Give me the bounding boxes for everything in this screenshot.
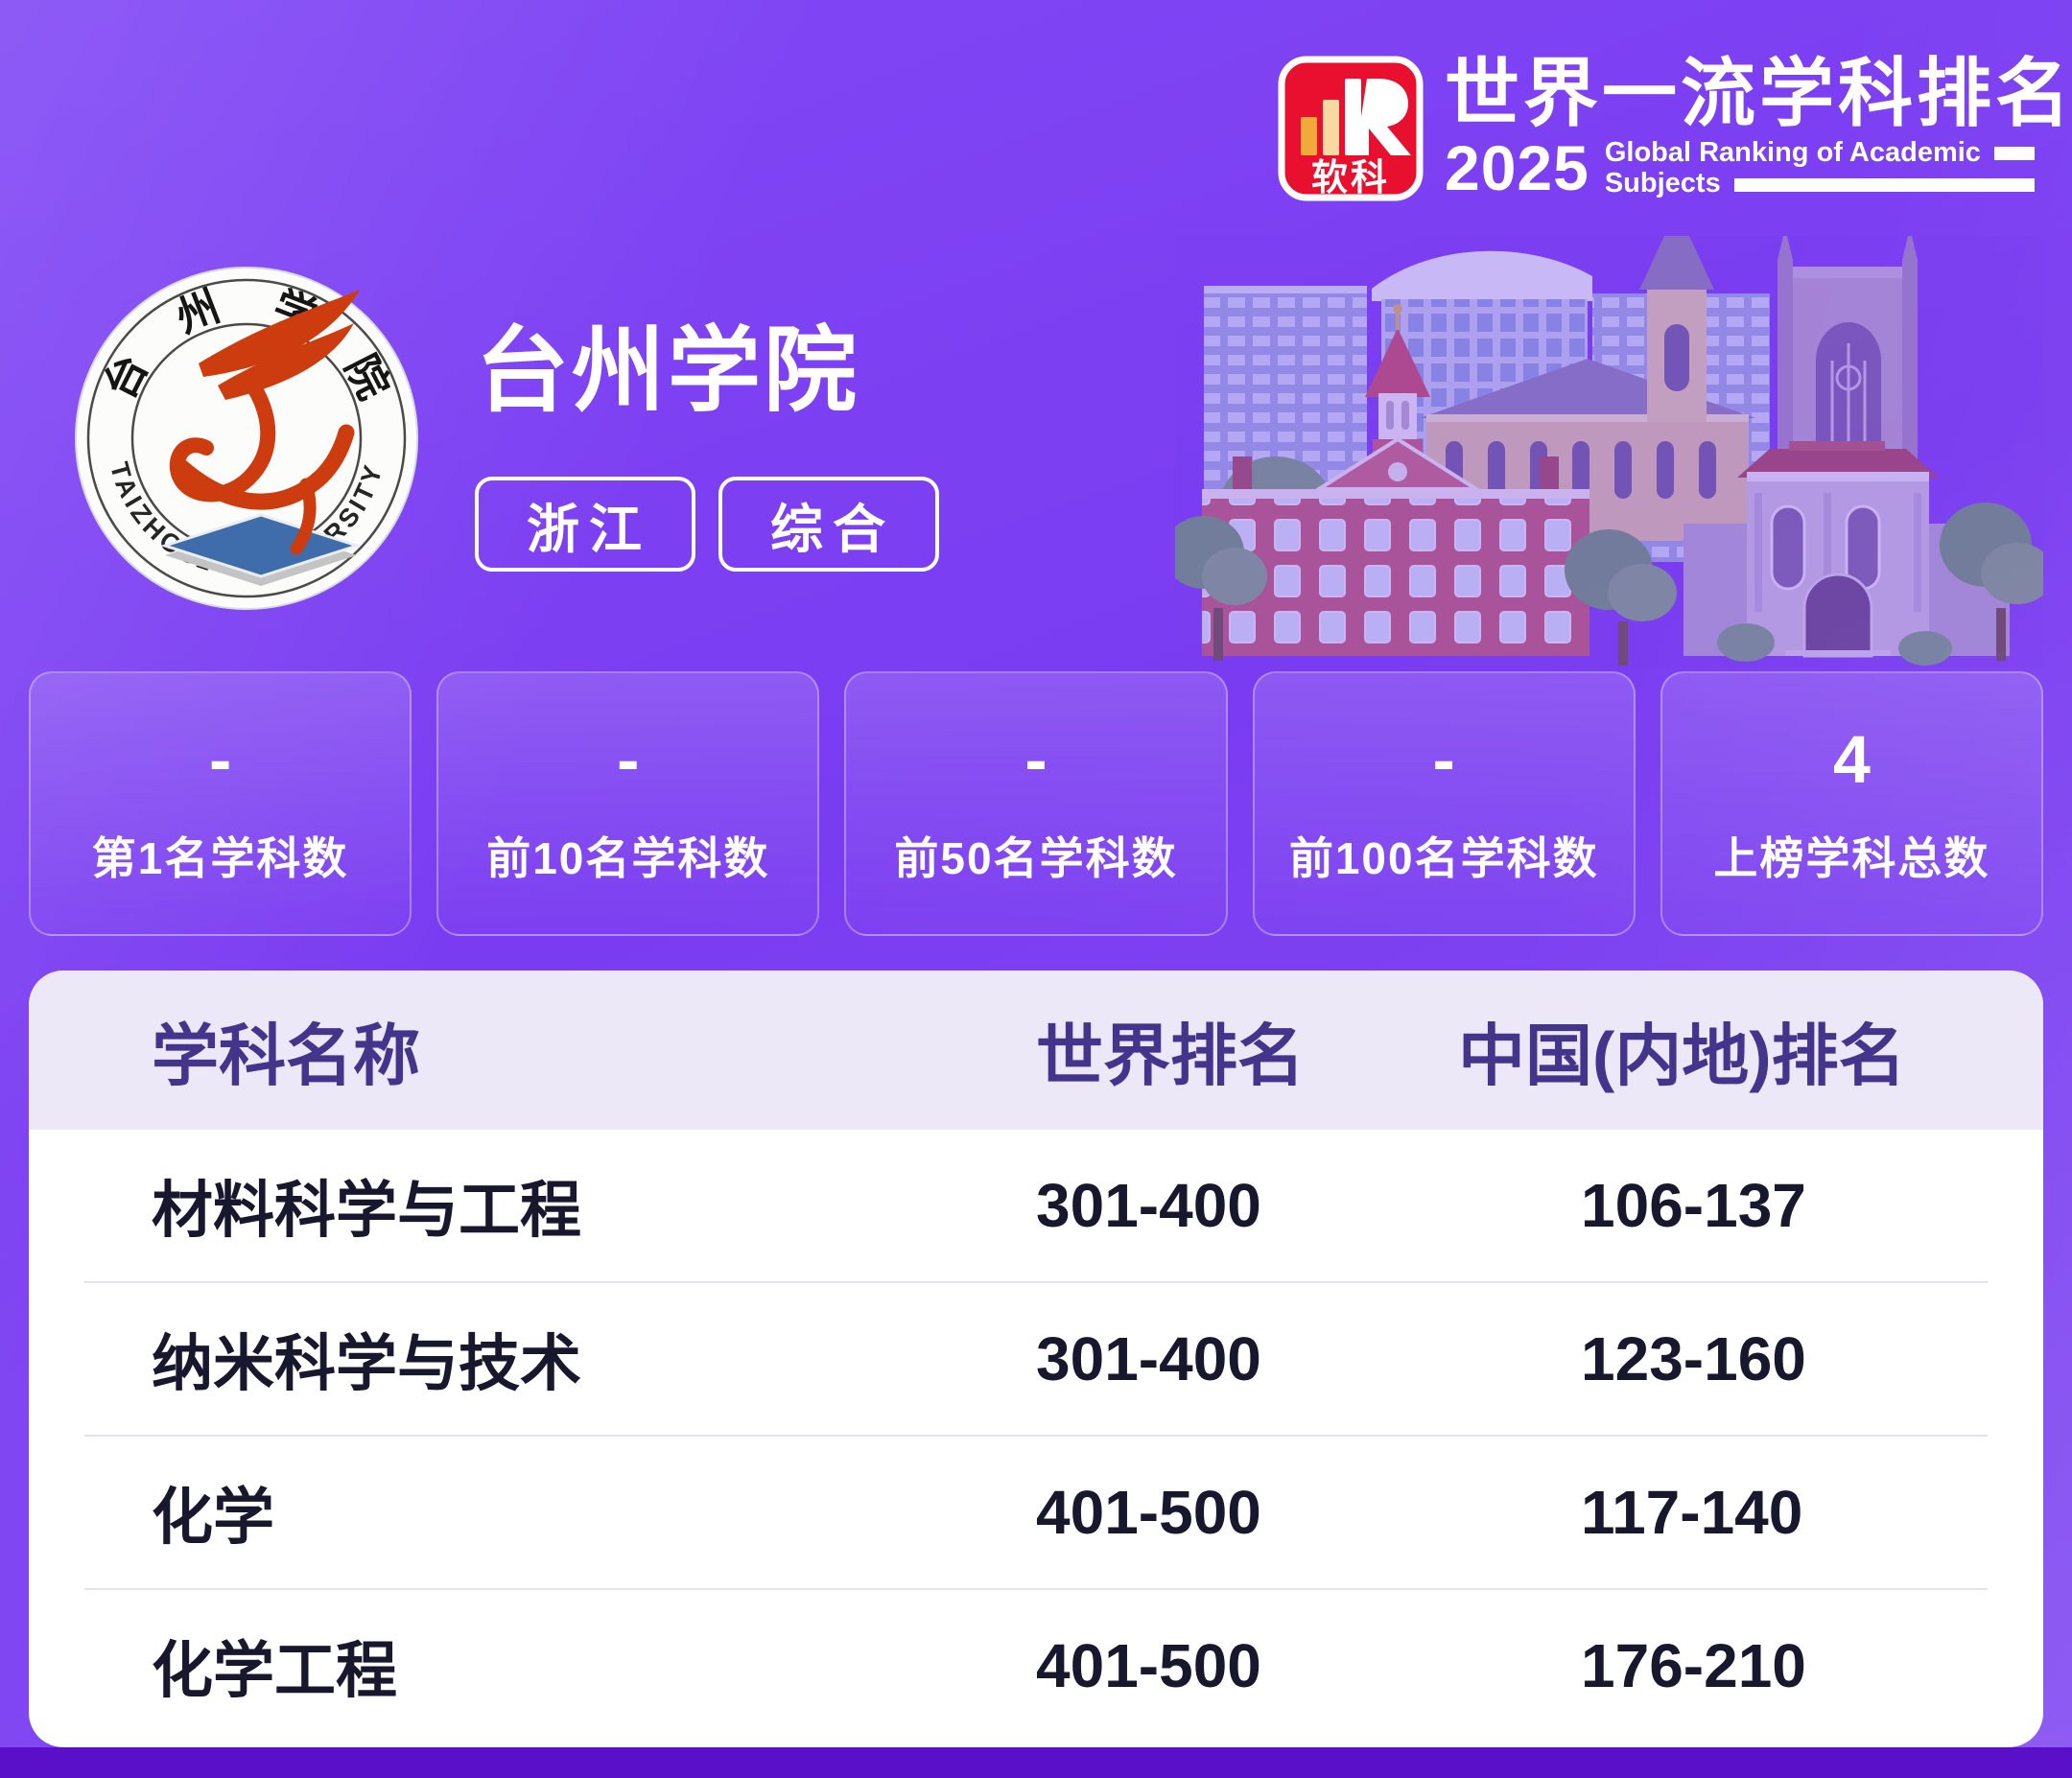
stat-label: 前10名学科数 (486, 833, 770, 883)
university-seal-icon: 台 州 学 院 TAIZHOU 1 9 0 7 UNIVERSITY (73, 265, 420, 612)
ranking-year: 2025 (1445, 132, 1589, 203)
stat-label: 前100名学科数 (1288, 833, 1599, 883)
cell-subject: 材料科学与工程 (152, 1176, 581, 1245)
cell-china-rank: 117-140 (1581, 1478, 1803, 1547)
brand-header: 软科 世界一流学科排名 2025 Global Ranking of Acade… (1278, 56, 2072, 201)
table-row: 化学工程 401-500 176-210 (29, 1590, 2043, 1742)
cell-world-rank: 401-500 (1036, 1478, 1261, 1547)
cell-china-rank: 106-137 (1581, 1171, 1806, 1240)
table-row: 化学 401-500 117-140 (29, 1437, 2043, 1588)
cell-world-rank: 401-500 (1036, 1631, 1261, 1700)
stats-row: - 第1名学科数 - 前10名学科数 - 前50名学科数 - 前100名学科数 … (29, 671, 2044, 936)
cell-subject: 纳米科学与技术 (152, 1329, 581, 1398)
footer-strip (0, 1747, 2072, 1778)
table-row: 材料科学与工程 301-400 106-137 (29, 1130, 2043, 1281)
ranking-subtitle-line2: Subjects (1604, 167, 1721, 199)
stat-card-total: 4 上榜学科总数 (1660, 671, 2044, 936)
cell-china-rank: 123-160 (1581, 1324, 1806, 1393)
stat-value: - (1432, 722, 1455, 797)
tag-province: 浙江 (475, 477, 696, 572)
decor-bar-short (1993, 146, 2035, 160)
stat-card-top10: - 前10名学科数 (436, 671, 820, 936)
table-row: 纳米科学与技术 301-400 123-160 (29, 1283, 2043, 1435)
col-header-world-rank: 世界排名 (1036, 1018, 1305, 1093)
tag-type: 综合 (718, 477, 940, 572)
stat-value: - (617, 722, 640, 797)
decor-bar-long (1733, 178, 2035, 193)
row-divider (84, 1435, 1988, 1437)
stat-value: - (208, 722, 232, 797)
stat-label: 前50名学科数 (894, 833, 1178, 883)
subjects-table: 学科名称 世界排名 中国(内地)排名 材料科学与工程 301-400 106-1… (29, 971, 2043, 1747)
stat-card-rank1: - 第1名学科数 (29, 671, 412, 936)
stat-label: 第1名学科数 (91, 833, 349, 883)
row-divider (84, 1588, 1988, 1590)
cell-subject: 化学 (152, 1483, 274, 1552)
brand-logo-text: 软科 (1311, 158, 1390, 199)
campus-illustration (1164, 209, 2054, 667)
university-name: 台州学院 (476, 318, 859, 423)
cell-world-rank: 301-400 (1036, 1324, 1261, 1393)
stat-card-top50: - 前50名学科数 (844, 671, 1228, 936)
seal-emblem (160, 290, 362, 586)
col-header-subject: 学科名称 (152, 1018, 420, 1093)
stat-value: - (1024, 722, 1048, 797)
ranking-title: 世界一流学科排名 (1445, 51, 2072, 135)
row-divider (84, 1281, 1988, 1283)
stat-card-top100: - 前100名学科数 (1252, 671, 1636, 936)
stat-value: 4 (1832, 722, 1871, 797)
ranking-subtitle-line1: Global Ranking of Academic (1604, 137, 1981, 168)
stat-label: 上榜学科总数 (1713, 833, 1990, 883)
cell-china-rank: 176-210 (1581, 1631, 1806, 1700)
table-header-row: 学科名称 世界排名 中国(内地)排名 (29, 971, 2043, 1130)
brand-wordmark: 世界一流学科排名 2025 Global Ranking of Academic… (1445, 56, 2072, 201)
shanghairanking-logo-icon: 软科 (1278, 56, 1424, 201)
university-tags: 浙江 综合 (475, 477, 940, 572)
col-header-china-rank: 中国(内地)排名 (1458, 1018, 1906, 1093)
cell-subject: 化学工程 (152, 1636, 397, 1705)
cell-world-rank: 301-400 (1036, 1171, 1261, 1240)
